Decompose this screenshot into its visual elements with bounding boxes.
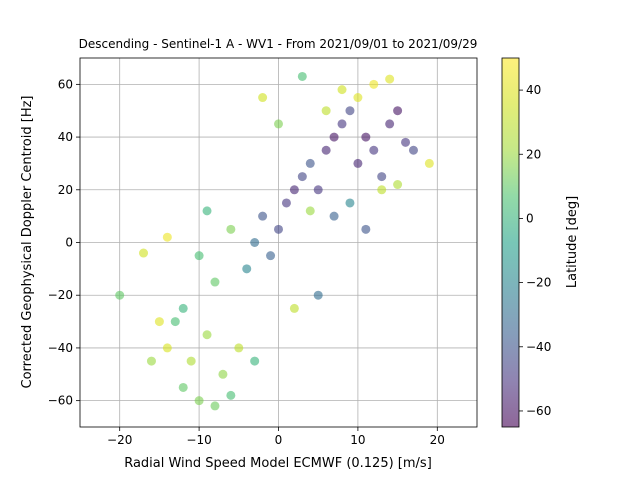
data-point [305,206,315,216]
data-point [393,180,403,190]
y-tick-label: −40 [48,341,73,355]
data-point [289,185,299,195]
x-axis-label: Radial Wind Speed Model ECMWF (0.125) [m… [124,456,432,471]
data-point [210,401,220,411]
colorbar-tick-label: −40 [526,340,551,354]
data-point [186,356,196,366]
data-point [401,137,411,147]
data-point [329,132,339,142]
y-tick-label: 60 [58,77,73,91]
y-axis-ticks: −60 −40 −20 0 20 40 60 [48,77,80,408]
data-point [297,172,307,182]
data-point [234,343,244,353]
y-tick-label: 20 [58,183,73,197]
data-point [266,251,276,261]
x-tick-label: 20 [430,433,445,447]
data-point [385,74,395,84]
data-point [154,317,164,327]
colorbar-tick-label: 0 [526,211,534,225]
data-point [258,211,268,221]
data-point [377,185,387,195]
data-point [139,248,149,258]
chart-title: Descending - Sentinel-1 A - WV1 - From 2… [79,37,478,51]
x-tick-label: 0 [275,433,283,447]
colorbar-tick-label: 20 [526,147,541,161]
data-point [369,145,379,155]
data-point [178,303,188,313]
data-point [210,277,220,287]
colorbar-label: Latitude [deg] [565,196,580,288]
x-tick-label: −10 [186,433,211,447]
data-point [369,79,379,89]
data-point [385,119,395,129]
data-point [250,356,260,366]
data-point [345,198,355,208]
data-point [202,206,212,216]
x-axis-ticks: −20 −10 0 10 20 [107,427,445,447]
data-point [305,158,315,168]
data-point [250,238,260,247]
y-axis-label: Corrected Geophysical Doppler Centroid [… [20,95,35,388]
data-point [281,198,291,208]
y-tick-label: −20 [48,288,73,302]
colorbar-frame [501,57,520,428]
y-tick-label: −60 [48,394,73,408]
data-point [345,106,355,116]
data-point [289,303,299,313]
data-point [162,343,172,353]
colorbar-gradient [502,58,519,427]
data-point [226,224,236,234]
data-point [313,290,323,300]
data-point [194,396,204,406]
data-point [146,356,156,366]
colorbar-tick-label: 40 [526,83,541,97]
data-point [377,172,387,182]
colorbar-ticks: −60 −40 −20 0 20 40 [519,83,551,418]
data-point [242,264,252,274]
data-point [313,185,323,195]
x-tick-label: −20 [107,433,132,447]
data-points [115,71,434,411]
y-tick-label: 40 [58,130,73,144]
x-tick-label: 10 [350,433,365,447]
data-point [202,330,212,340]
data-point [337,119,347,129]
data-point [321,106,331,116]
data-point [329,211,339,221]
colorbar-tick-label: −60 [526,404,551,418]
data-point [361,224,371,234]
data-point [274,119,283,129]
grid-lines [80,58,477,427]
y-tick-label: 0 [65,236,73,250]
data-point [361,132,371,142]
data-point [178,382,188,392]
data-point [297,71,307,81]
data-point [393,106,403,116]
data-point [353,158,363,168]
colorbar: −60 −40 −20 0 20 40 Latitude [deg] [501,57,580,428]
data-point [218,369,228,379]
data-point [337,85,347,95]
data-point [194,251,204,261]
colorbar-tick-label: −20 [526,276,551,290]
data-point [321,145,331,155]
data-point [274,224,283,234]
data-point [424,158,434,168]
data-point [408,145,418,155]
data-point [115,290,125,300]
data-point [170,317,180,327]
data-point [353,93,363,103]
data-point [226,390,236,400]
data-point [162,232,172,242]
data-point [258,93,268,103]
